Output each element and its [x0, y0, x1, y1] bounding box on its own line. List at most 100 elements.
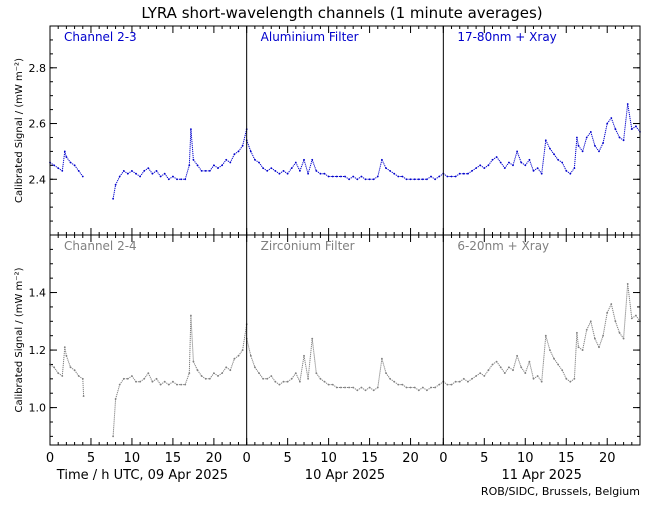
data-segment [619, 332, 625, 339]
data-segment [238, 145, 244, 152]
data-segment [78, 170, 84, 177]
data-segment [147, 372, 153, 382]
data-segment [541, 335, 547, 382]
data-point [81, 175, 84, 178]
panel-label: Channel 2-3 [64, 30, 137, 44]
data-segment [192, 361, 198, 371]
y-axis-label: Calibrated Signal / (mW m⁻²) [14, 58, 25, 203]
data-segment [598, 142, 604, 152]
data-segment [594, 338, 600, 348]
data-segment [487, 364, 493, 371]
data-segment [299, 355, 305, 382]
data-segment [627, 103, 633, 130]
data-segment [258, 372, 264, 380]
data-segment [147, 167, 153, 174]
panel-label: Channel 2-4 [64, 239, 137, 253]
data-segment [516, 355, 522, 368]
data-segment [53, 367, 59, 374]
data-segment [209, 165, 215, 172]
data-segment [82, 378, 85, 397]
data-segment [295, 372, 301, 382]
data-segment [606, 117, 612, 124]
data-segment [188, 129, 192, 166]
x-tick-label: 10 [124, 451, 141, 466]
data-segment [557, 364, 563, 371]
x-tick-label: 10 [517, 451, 534, 466]
data-segment [270, 375, 276, 382]
data-segment [545, 335, 551, 351]
x-day-label: Time / h UTC, 09 Apr 2025 [56, 468, 228, 483]
data-segment [553, 153, 559, 161]
data-segment [594, 145, 600, 152]
data-segment [119, 378, 125, 385]
data-segment [246, 140, 252, 152]
x-tick-label: 15 [165, 451, 182, 466]
data-segment [190, 129, 194, 160]
data-segment [184, 372, 190, 385]
panel-label: 17-80nm + Xray [457, 30, 556, 44]
data-segment [614, 321, 620, 333]
data-segment [197, 369, 203, 377]
data-segment [184, 165, 190, 180]
data-segment [64, 151, 67, 158]
data-segment [569, 167, 575, 174]
data-segment [65, 355, 71, 368]
data-segment [602, 123, 608, 144]
data-segment [287, 167, 293, 174]
data-segment [303, 355, 309, 379]
x-tick-label: 20 [599, 451, 616, 466]
data-segment [381, 358, 387, 374]
data-segment [164, 173, 170, 180]
data-segment [61, 347, 66, 377]
data-segment [139, 170, 145, 177]
data-segment [112, 398, 117, 437]
data-segment [299, 159, 305, 172]
data-segment [64, 347, 67, 356]
data-segment [61, 151, 66, 171]
x-tick-label: 5 [480, 451, 488, 466]
x-tick-label: 20 [206, 451, 223, 466]
data-segment [537, 167, 543, 174]
data-segment [315, 372, 321, 380]
data-segment [590, 321, 596, 339]
chart-title: LYRA short-wavelength channels (1 minute… [141, 4, 542, 22]
data-segment [74, 165, 80, 172]
data-segment [623, 283, 629, 339]
data-segment [635, 315, 641, 322]
data-segment [483, 369, 489, 377]
data-segment [500, 367, 506, 374]
data-segment [541, 140, 547, 174]
x-tick-label: 0 [46, 451, 54, 466]
data-segment [156, 378, 162, 385]
y-tick-label: 2.4 [29, 173, 47, 186]
data-segment [307, 159, 313, 174]
data-segment [537, 375, 543, 382]
data-segment [131, 375, 137, 382]
data-segment [238, 349, 244, 357]
data-segment [524, 159, 530, 166]
panel-label: 6-20nm + Xray [457, 239, 549, 253]
data-segment [598, 335, 604, 348]
data-segment [192, 159, 198, 166]
data-segment [549, 148, 555, 155]
data-segment [197, 165, 203, 172]
data-segment [221, 159, 227, 166]
data-segment [553, 358, 559, 365]
data-segment [606, 303, 612, 313]
data-segment [190, 315, 194, 362]
x-tick-label: 10 [320, 451, 337, 466]
data-segment [528, 361, 534, 379]
data-segment [512, 151, 518, 166]
data-segment [115, 176, 121, 186]
data-segment [115, 384, 121, 400]
data-segment [291, 372, 297, 380]
data-segment [627, 283, 633, 319]
data-segment [311, 338, 317, 374]
data-segment [528, 159, 534, 172]
y-tick-label: 1.4 [29, 287, 47, 300]
data-segment [586, 131, 592, 138]
x-tick-label: 5 [283, 451, 291, 466]
data-segment [504, 162, 510, 169]
